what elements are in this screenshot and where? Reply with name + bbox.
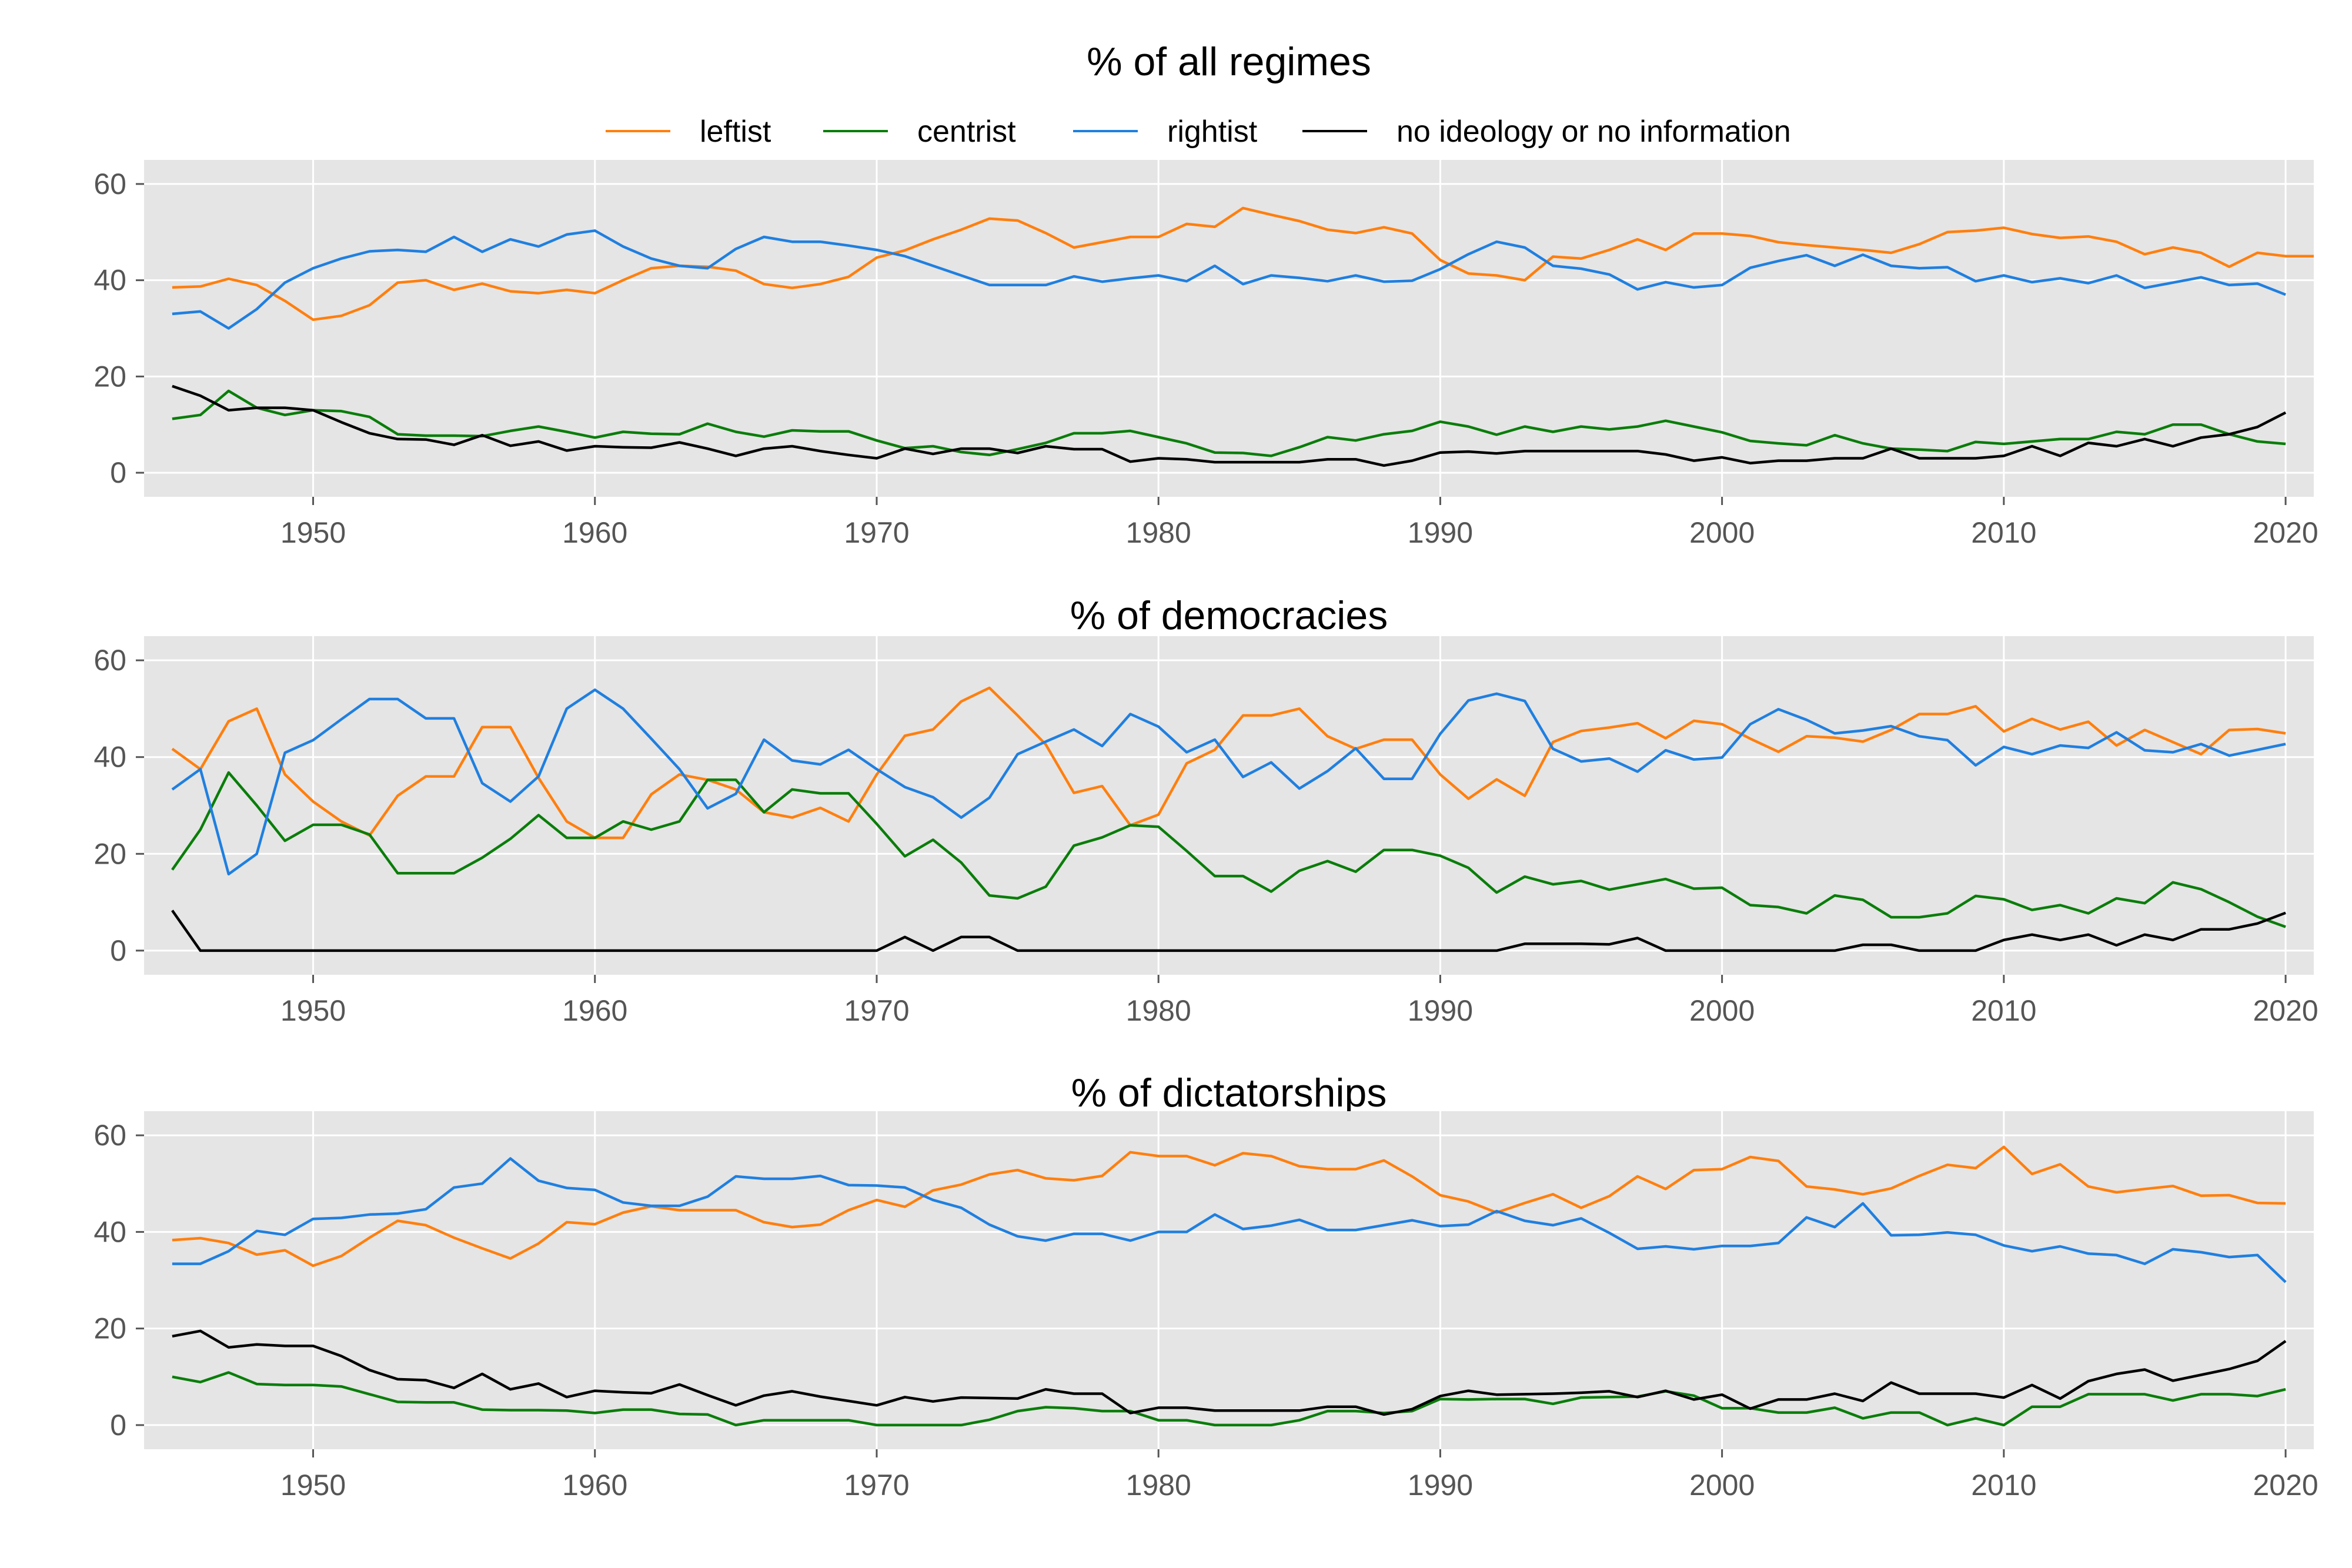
plot-area xyxy=(144,160,2314,497)
y-tick-label: 40 xyxy=(93,741,126,774)
legend: leftist centrist rightist no ideology or no… xyxy=(606,115,1791,149)
x-tick-label: 2010 xyxy=(1971,1469,2036,1502)
panel-title: % of democracies xyxy=(1070,593,1388,638)
x-tick-label: 1950 xyxy=(280,516,346,549)
x-tick-label: 1990 xyxy=(1408,516,1473,549)
plot-area xyxy=(144,1111,2314,1449)
x-tick-label: 2020 xyxy=(2253,1469,2318,1502)
y-tick-label: 40 xyxy=(93,264,126,297)
panels: % of all regimes 0 20 40 60 1950 1960 1970 1980 1… xyxy=(93,39,2318,1502)
panel-1: % of all regimes 0 20 40 60 1950 1960 1970 1980 1… xyxy=(93,39,2318,549)
legend-item-no-ideology-or-no-information: no ideology or no information xyxy=(1302,115,1791,149)
series-line-rightist xyxy=(172,1157,2287,1283)
series-line-leftist xyxy=(171,686,2286,840)
y-tick-label: 20 xyxy=(93,1312,126,1345)
x-tick-label: 2010 xyxy=(1971,516,2036,549)
series-line-rightist xyxy=(172,229,2286,330)
panel-title: % of dictatorships xyxy=(1071,1071,1387,1115)
x-tick-label: 1990 xyxy=(1408,994,1473,1027)
legend-label: no ideology or no information xyxy=(1396,115,1791,149)
series-line-leftist xyxy=(172,206,2314,322)
panel-2: % of democracies 0 20 40 60 1950 1960 1970 1980 1… xyxy=(93,593,2318,1027)
panel-3: % of dictatorships 0 20 40 60 1950 1960 1970 198… xyxy=(93,1071,2318,1502)
series-line-centrist xyxy=(172,389,2286,457)
panel-title: % of all regimes xyxy=(1087,39,1371,84)
x-tick-label: 2000 xyxy=(1689,516,1755,549)
x-tick-label: 1980 xyxy=(1126,1469,1191,1502)
legend-label: leftist xyxy=(700,115,771,149)
y-tick-label: 60 xyxy=(93,644,126,677)
y-tick-label: 60 xyxy=(93,168,126,200)
x-tick-label: 1970 xyxy=(844,516,909,549)
legend-label: centrist xyxy=(917,115,1016,149)
series-line-centrist xyxy=(172,1371,2286,1427)
x-tick-label: 1960 xyxy=(562,516,627,549)
x-tick-label: 2020 xyxy=(2253,516,2318,549)
series-line-no-ideology-or-no-information xyxy=(172,385,2287,467)
series-line-no-ideology-or-no-information xyxy=(172,1329,2287,1416)
x-tick-label: 1980 xyxy=(1126,516,1191,549)
series-line-no-ideology-or-no-information xyxy=(171,910,2286,952)
legend-label: rightist xyxy=(1167,115,1258,149)
x-tick-label: 2000 xyxy=(1689,1469,1755,1502)
y-tick-label: 60 xyxy=(93,1119,126,1152)
x-tick-label: 1960 xyxy=(562,994,627,1027)
series-line-rightist xyxy=(171,688,2286,876)
y-tick-label: 0 xyxy=(110,934,126,967)
y-tick-label: 20 xyxy=(93,360,126,393)
y-tick-label: 0 xyxy=(110,1409,126,1442)
x-tick-label: 1960 xyxy=(562,1469,627,1502)
x-tick-label: 2020 xyxy=(2253,994,2318,1027)
legend-item-rightist: rightist xyxy=(1073,115,1258,149)
y-tick-label: 20 xyxy=(93,837,126,870)
x-tick-label: 1970 xyxy=(844,1469,909,1502)
x-tick-label: 1970 xyxy=(844,994,909,1027)
x-tick-label: 2000 xyxy=(1689,994,1755,1027)
legend-item-leftist: leftist xyxy=(606,115,771,149)
x-tick-label: 1950 xyxy=(280,1469,346,1502)
series-line-centrist xyxy=(171,771,2286,928)
x-tick-label: 1990 xyxy=(1408,1469,1473,1502)
plot-area xyxy=(144,636,2314,975)
x-tick-label: 1950 xyxy=(280,994,346,1027)
legend-item-centrist: centrist xyxy=(823,115,1016,149)
series-line-leftist xyxy=(172,1145,2286,1268)
x-tick-label: 2010 xyxy=(1971,994,2036,1027)
x-tick-label: 1980 xyxy=(1126,994,1191,1027)
y-tick-label: 0 xyxy=(110,456,126,489)
y-tick-label: 40 xyxy=(93,1215,126,1248)
